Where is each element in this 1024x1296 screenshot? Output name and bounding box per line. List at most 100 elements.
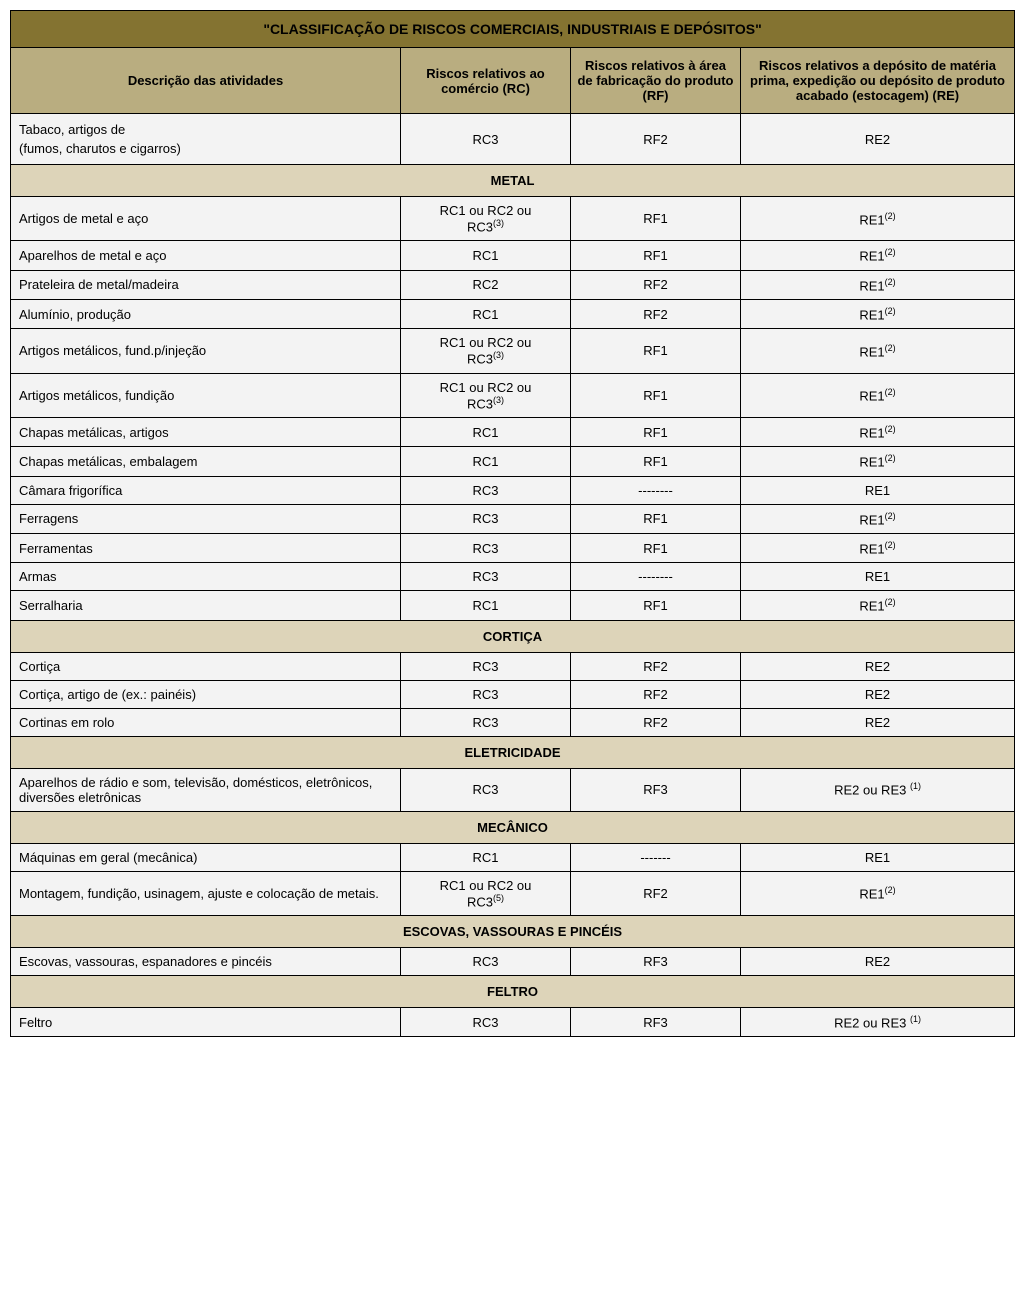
cell-rf: RF1: [571, 417, 741, 446]
cell-desc: Montagem, fundição, usinagem, ajuste e c…: [11, 871, 401, 915]
cell-rf: RF1: [571, 329, 741, 373]
section-label: ESCOVAS, VASSOURAS E PINCÉIS: [11, 915, 1015, 947]
cell-re: RE2: [741, 652, 1015, 680]
cell-rf: RF1: [571, 591, 741, 620]
col-header-desc: Descrição das atividades: [11, 48, 401, 114]
table-row: Chapas metálicas, embalagemRC1RF1RE1(2): [11, 447, 1015, 476]
cell-re: RE2: [741, 947, 1015, 975]
cell-rf: RF2: [571, 708, 741, 736]
cell-rc: RC1: [401, 299, 571, 328]
section-row: FELTRO: [11, 975, 1015, 1007]
cell-rc: RC3: [401, 504, 571, 533]
table-row: FerramentasRC3RF1RE1(2): [11, 533, 1015, 562]
cell-rc: RC3: [401, 947, 571, 975]
section-row: METAL: [11, 165, 1015, 197]
col-header-re: Riscos relativos a depósito de matéria p…: [741, 48, 1015, 114]
table-row: CortiçaRC3RF2RE2: [11, 652, 1015, 680]
table-row: Tabaco, artigos de(fumos, charutos e cig…: [11, 114, 1015, 165]
cell-rf: RF3: [571, 1007, 741, 1036]
cell-re: RE2 ou RE3 (1): [741, 768, 1015, 811]
cell-re: RE1(2): [741, 241, 1015, 270]
cell-rf: --------: [571, 476, 741, 504]
cell-re: RE1(2): [741, 270, 1015, 299]
risk-table: "CLASSIFICAÇÃO DE RISCOS COMERCIAIS, IND…: [10, 10, 1015, 1037]
cell-rc: RC1: [401, 843, 571, 871]
cell-desc: Cortiça: [11, 652, 401, 680]
cell-re: RE1(2): [741, 329, 1015, 373]
cell-desc: Ferramentas: [11, 533, 401, 562]
cell-re: RE2: [741, 114, 1015, 165]
cell-re: RE1(2): [741, 871, 1015, 915]
table-title-row: "CLASSIFICAÇÃO DE RISCOS COMERCIAIS, IND…: [11, 11, 1015, 48]
cell-rc: RC1: [401, 417, 571, 446]
cell-rc: RC1: [401, 447, 571, 476]
cell-rf: RF2: [571, 871, 741, 915]
cell-desc: Armas: [11, 563, 401, 591]
cell-desc: Máquinas em geral (mecânica): [11, 843, 401, 871]
cell-re: RE1: [741, 563, 1015, 591]
cell-rc: RC3: [401, 768, 571, 811]
cell-desc: Escovas, vassouras, espanadores e pincéi…: [11, 947, 401, 975]
cell-re: RE1: [741, 843, 1015, 871]
section-label: ELETRICIDADE: [11, 736, 1015, 768]
cell-desc: Câmara frigorífica: [11, 476, 401, 504]
cell-rc: RC3: [401, 680, 571, 708]
cell-desc: Aparelhos de rádio e som, televisão, dom…: [11, 768, 401, 811]
cell-re: RE1(2): [741, 447, 1015, 476]
cell-re: RE1: [741, 476, 1015, 504]
cell-rf: RF1: [571, 241, 741, 270]
cell-re: RE1(2): [741, 417, 1015, 446]
cell-rc: RC3: [401, 476, 571, 504]
section-label: FELTRO: [11, 975, 1015, 1007]
table-row: Câmara frigoríficaRC3--------RE1: [11, 476, 1015, 504]
cell-rf: RF2: [571, 652, 741, 680]
cell-rf: RF2: [571, 299, 741, 328]
cell-rc: RC3: [401, 563, 571, 591]
table-row: Prateleira de metal/madeiraRC2RF2RE1(2): [11, 270, 1015, 299]
section-row: CORTIÇA: [11, 620, 1015, 652]
cell-desc: Chapas metálicas, artigos: [11, 417, 401, 446]
cell-desc: Tabaco, artigos de(fumos, charutos e cig…: [11, 114, 401, 165]
cell-rc: RC2: [401, 270, 571, 299]
cell-desc: Artigos de metal e aço: [11, 197, 401, 241]
cell-desc: Chapas metálicas, embalagem: [11, 447, 401, 476]
cell-rc: RC3: [401, 652, 571, 680]
cell-re: RE1(2): [741, 591, 1015, 620]
cell-re: RE2: [741, 708, 1015, 736]
table-row: FeltroRC3RF3RE2 ou RE3 (1): [11, 1007, 1015, 1036]
cell-desc: Prateleira de metal/madeira: [11, 270, 401, 299]
cell-re: RE1(2): [741, 533, 1015, 562]
cell-rf: RF1: [571, 533, 741, 562]
section-row: ELETRICIDADE: [11, 736, 1015, 768]
cell-desc: Cortiça, artigo de (ex.: painéis): [11, 680, 401, 708]
cell-re: RE1(2): [741, 504, 1015, 533]
cell-desc: Serralharia: [11, 591, 401, 620]
cell-re: RE1(2): [741, 373, 1015, 417]
section-row: MECÂNICO: [11, 811, 1015, 843]
cell-rf: --------: [571, 563, 741, 591]
col-header-rf: Riscos relativos à área de fabricação do…: [571, 48, 741, 114]
cell-rf: RF2: [571, 114, 741, 165]
table-row: Chapas metálicas, artigosRC1RF1RE1(2): [11, 417, 1015, 446]
table-row: Artigos de metal e açoRC1 ou RC2 ouRC3(3…: [11, 197, 1015, 241]
table-row: SerralhariaRC1RF1RE1(2): [11, 591, 1015, 620]
table-row: Alumínio, produçãoRC1RF2RE1(2): [11, 299, 1015, 328]
cell-desc: Aparelhos de metal e aço: [11, 241, 401, 270]
table-row: Cortinas em roloRC3RF2RE2: [11, 708, 1015, 736]
cell-rf: RF1: [571, 447, 741, 476]
table-row: Máquinas em geral (mecânica)RC1-------RE…: [11, 843, 1015, 871]
cell-rc: RC3: [401, 533, 571, 562]
cell-rf: RF3: [571, 947, 741, 975]
table-row: Aparelhos de metal e açoRC1RF1RE1(2): [11, 241, 1015, 270]
cell-re: RE2 ou RE3 (1): [741, 1007, 1015, 1036]
cell-re: RE1(2): [741, 299, 1015, 328]
cell-re: RE1(2): [741, 197, 1015, 241]
table-title: "CLASSIFICAÇÃO DE RISCOS COMERCIAIS, IND…: [11, 11, 1015, 48]
section-row: ESCOVAS, VASSOURAS E PINCÉIS: [11, 915, 1015, 947]
table-row: Cortiça, artigo de (ex.: painéis)RC3RF2R…: [11, 680, 1015, 708]
cell-rf: -------: [571, 843, 741, 871]
cell-rc: RC1: [401, 241, 571, 270]
cell-desc: Feltro: [11, 1007, 401, 1036]
cell-rc: RC1 ou RC2 ouRC3(5): [401, 871, 571, 915]
cell-rf: RF1: [571, 197, 741, 241]
